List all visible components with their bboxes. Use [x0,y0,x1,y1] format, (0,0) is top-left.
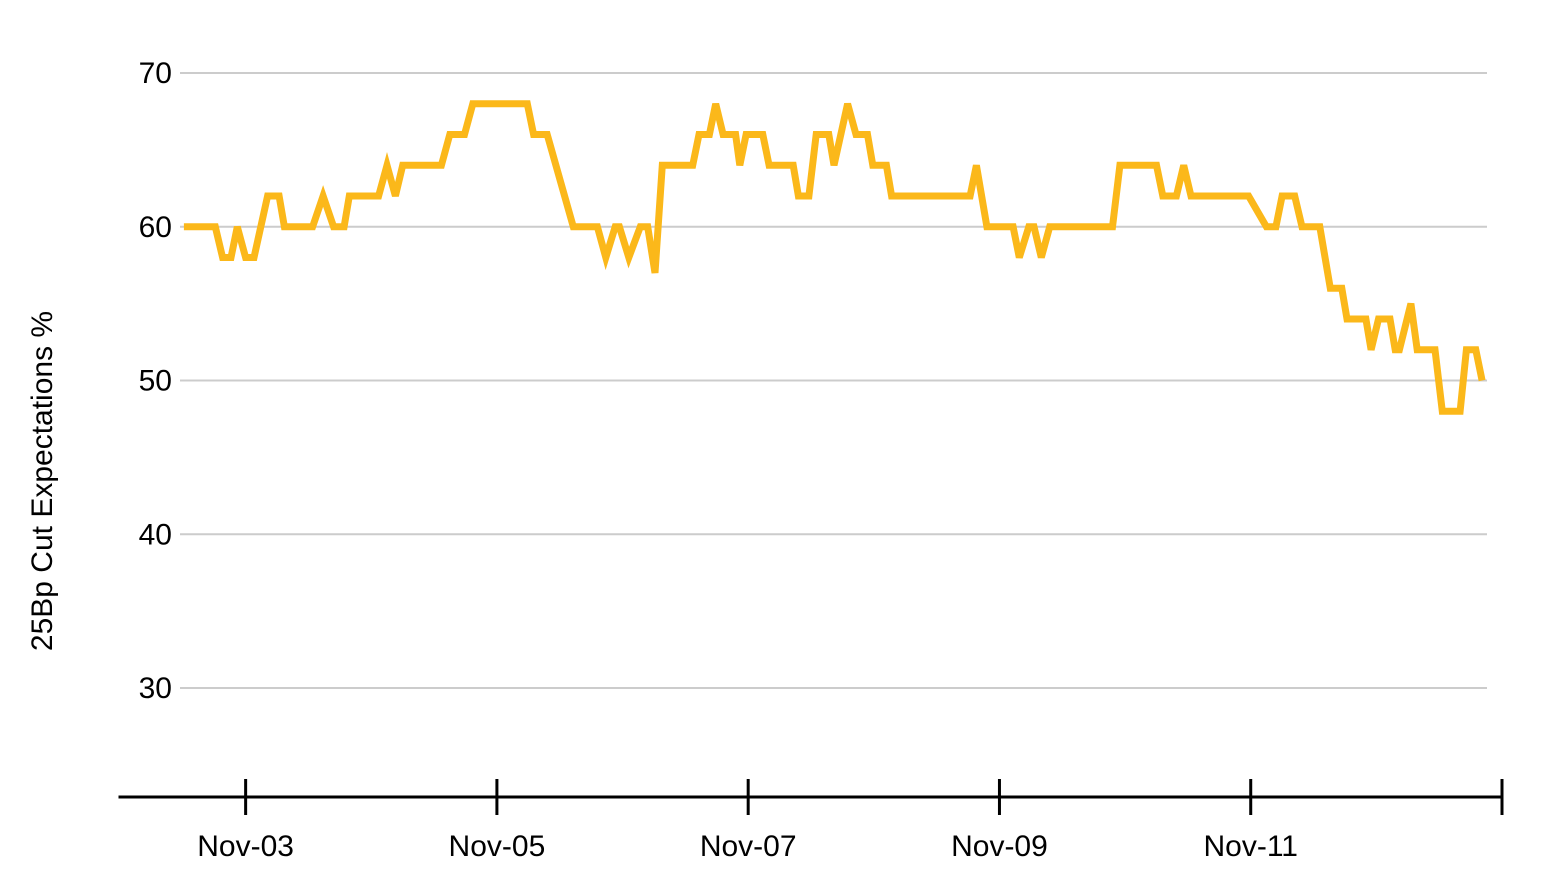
y-tick-labels-group: 70 60 50 40 30 [139,57,172,705]
y-axis-title: 25Bp Cut Expectations % [26,311,59,651]
y-tick-label: 70 [139,57,172,90]
y-tick-label: 40 [139,518,172,551]
data-line [183,100,1486,415]
x-tick-label: Nov-07 [700,830,797,863]
series-group [183,100,1486,415]
y-tick-label: 60 [139,211,172,244]
x-axis-group: Nov-03 Nov-05 Nov-07 Nov-09 Nov-11 [118,779,1504,863]
x-tick-label: Nov-03 [197,830,294,863]
x-tick-label: Nov-09 [951,830,1048,863]
x-tick-label: Nov-05 [449,830,546,863]
x-tick-label: Nov-11 [1203,830,1297,863]
y-tick-label: 50 [139,365,172,398]
y-tick-label: 30 [139,672,172,705]
